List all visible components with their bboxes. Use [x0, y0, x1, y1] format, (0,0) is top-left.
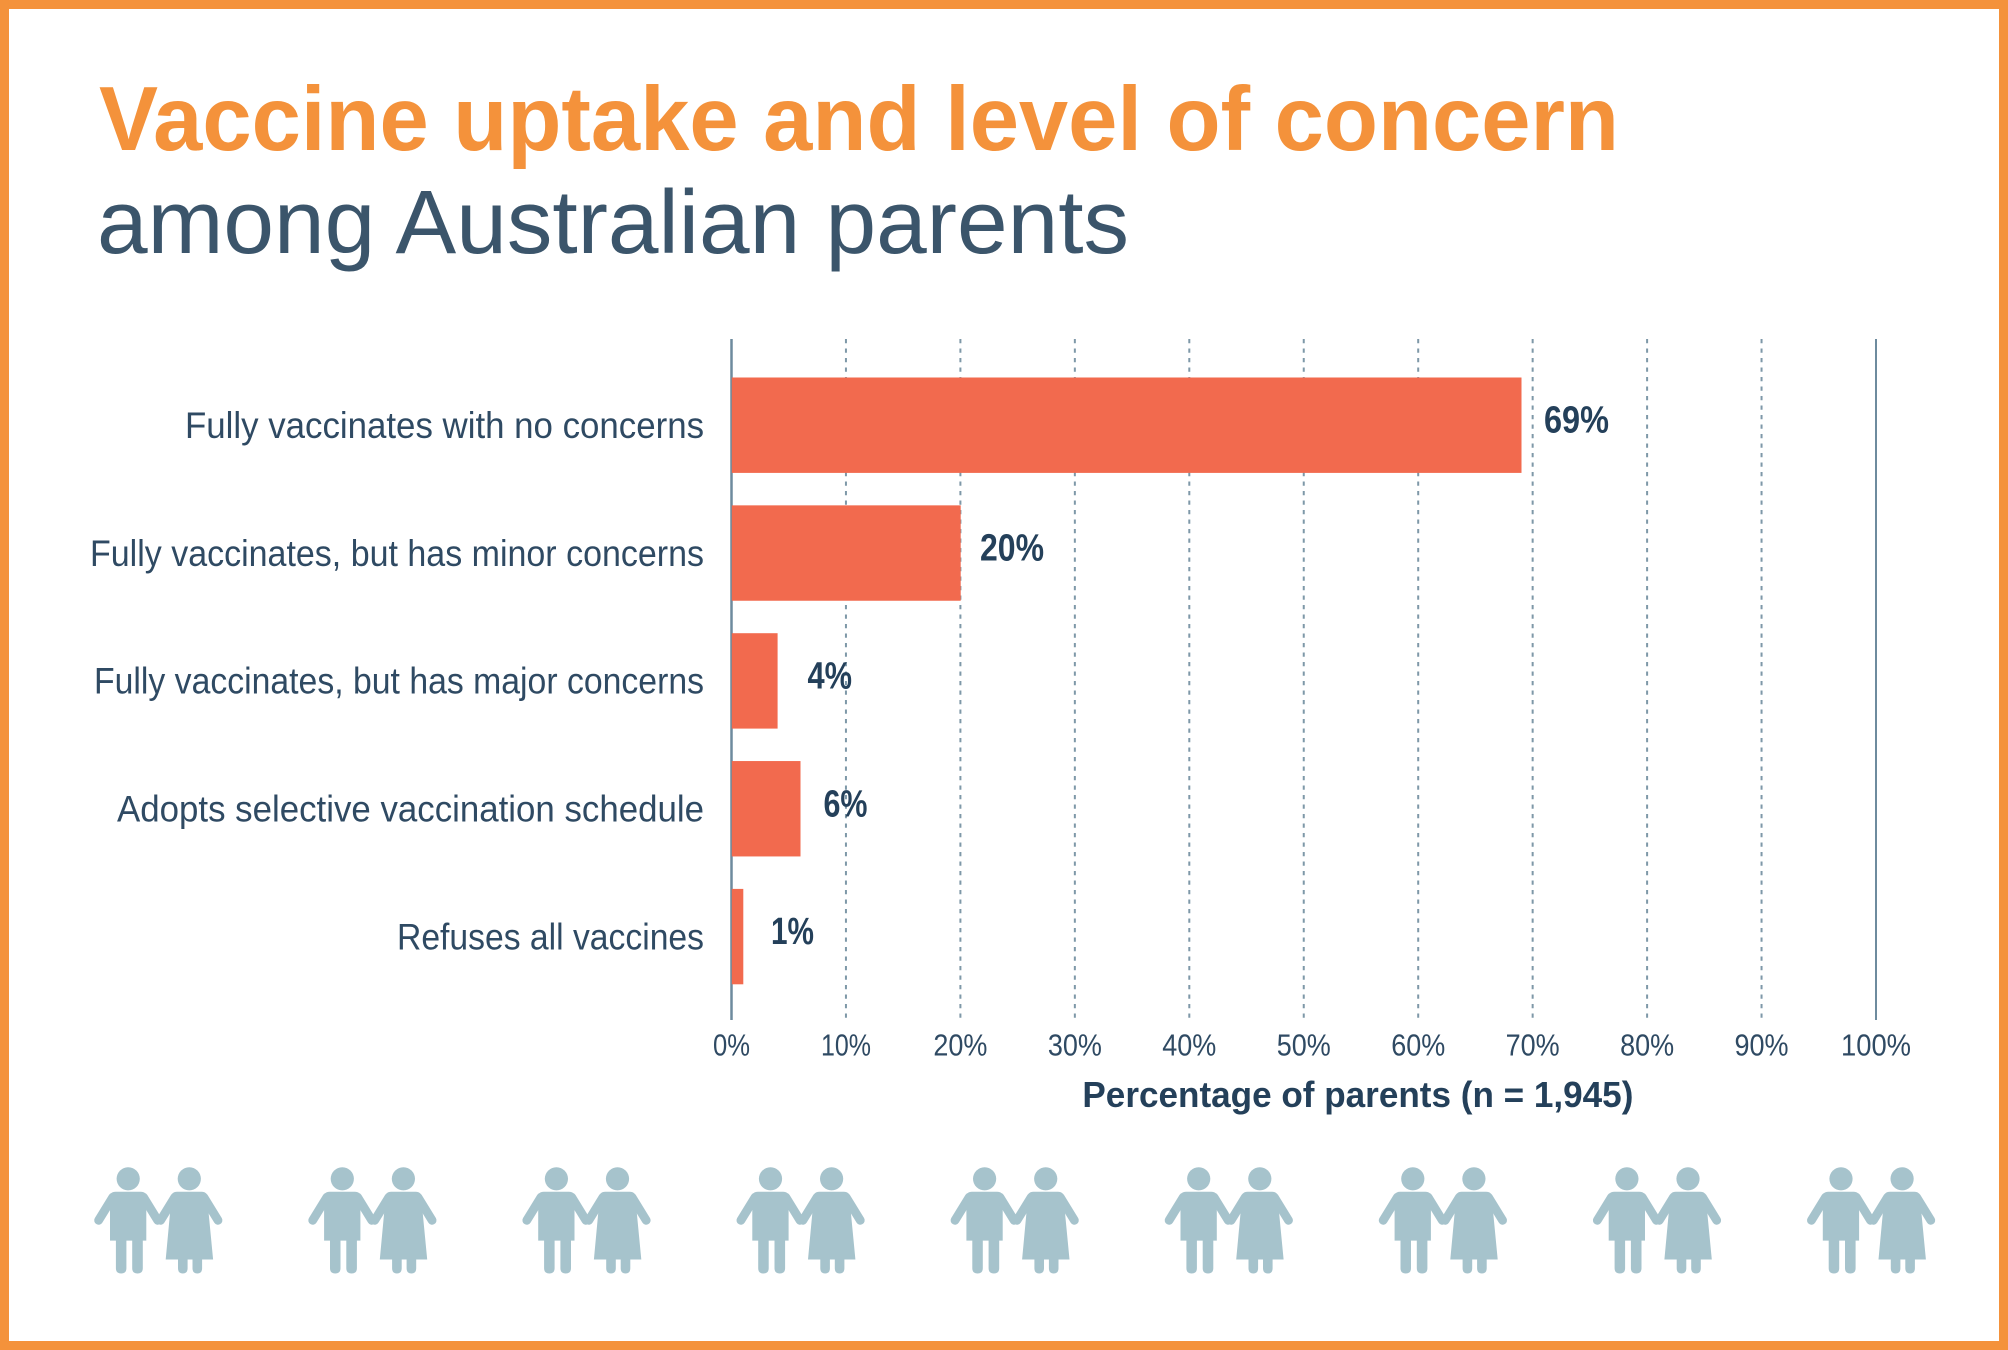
svg-text:Percentage of parents (n = 1,9: Percentage of parents (n = 1,945) [1082, 1074, 1633, 1115]
svg-text:20%: 20% [980, 528, 1044, 570]
svg-text:Vaccine uptake and level of co: Vaccine uptake and level of concern [99, 69, 1619, 170]
svg-text:10%: 10% [821, 1028, 871, 1062]
svg-text:1%: 1% [771, 911, 814, 953]
svg-text:69%: 69% [1544, 400, 1609, 442]
svg-text:70%: 70% [1506, 1028, 1560, 1062]
svg-text:60%: 60% [1391, 1028, 1445, 1062]
svg-text:Fully vaccinates, but has majo: Fully vaccinates, but has major concerns [94, 661, 704, 702]
svg-text:30%: 30% [1048, 1028, 1102, 1062]
svg-text:among Australian parents: among Australian parents [97, 173, 1129, 273]
svg-text:Fully vaccinates with no conce: Fully vaccinates with no concerns [185, 405, 704, 446]
svg-text:Fully vaccinates, but has mino: Fully vaccinates, but has minor concerns [90, 533, 704, 574]
svg-text:40%: 40% [1162, 1028, 1216, 1062]
svg-text:Adopts selective vaccination s: Adopts selective vaccination schedule [117, 788, 704, 829]
svg-text:90%: 90% [1735, 1028, 1789, 1062]
svg-text:0%: 0% [713, 1028, 750, 1062]
svg-text:6%: 6% [824, 783, 868, 825]
svg-text:20%: 20% [933, 1028, 987, 1062]
svg-text:50%: 50% [1277, 1028, 1331, 1062]
svg-text:80%: 80% [1620, 1028, 1674, 1062]
svg-text:100%: 100% [1841, 1028, 1911, 1062]
svg-text:4%: 4% [808, 655, 853, 697]
svg-text:Refuses all vaccines: Refuses all vaccines [397, 916, 704, 957]
